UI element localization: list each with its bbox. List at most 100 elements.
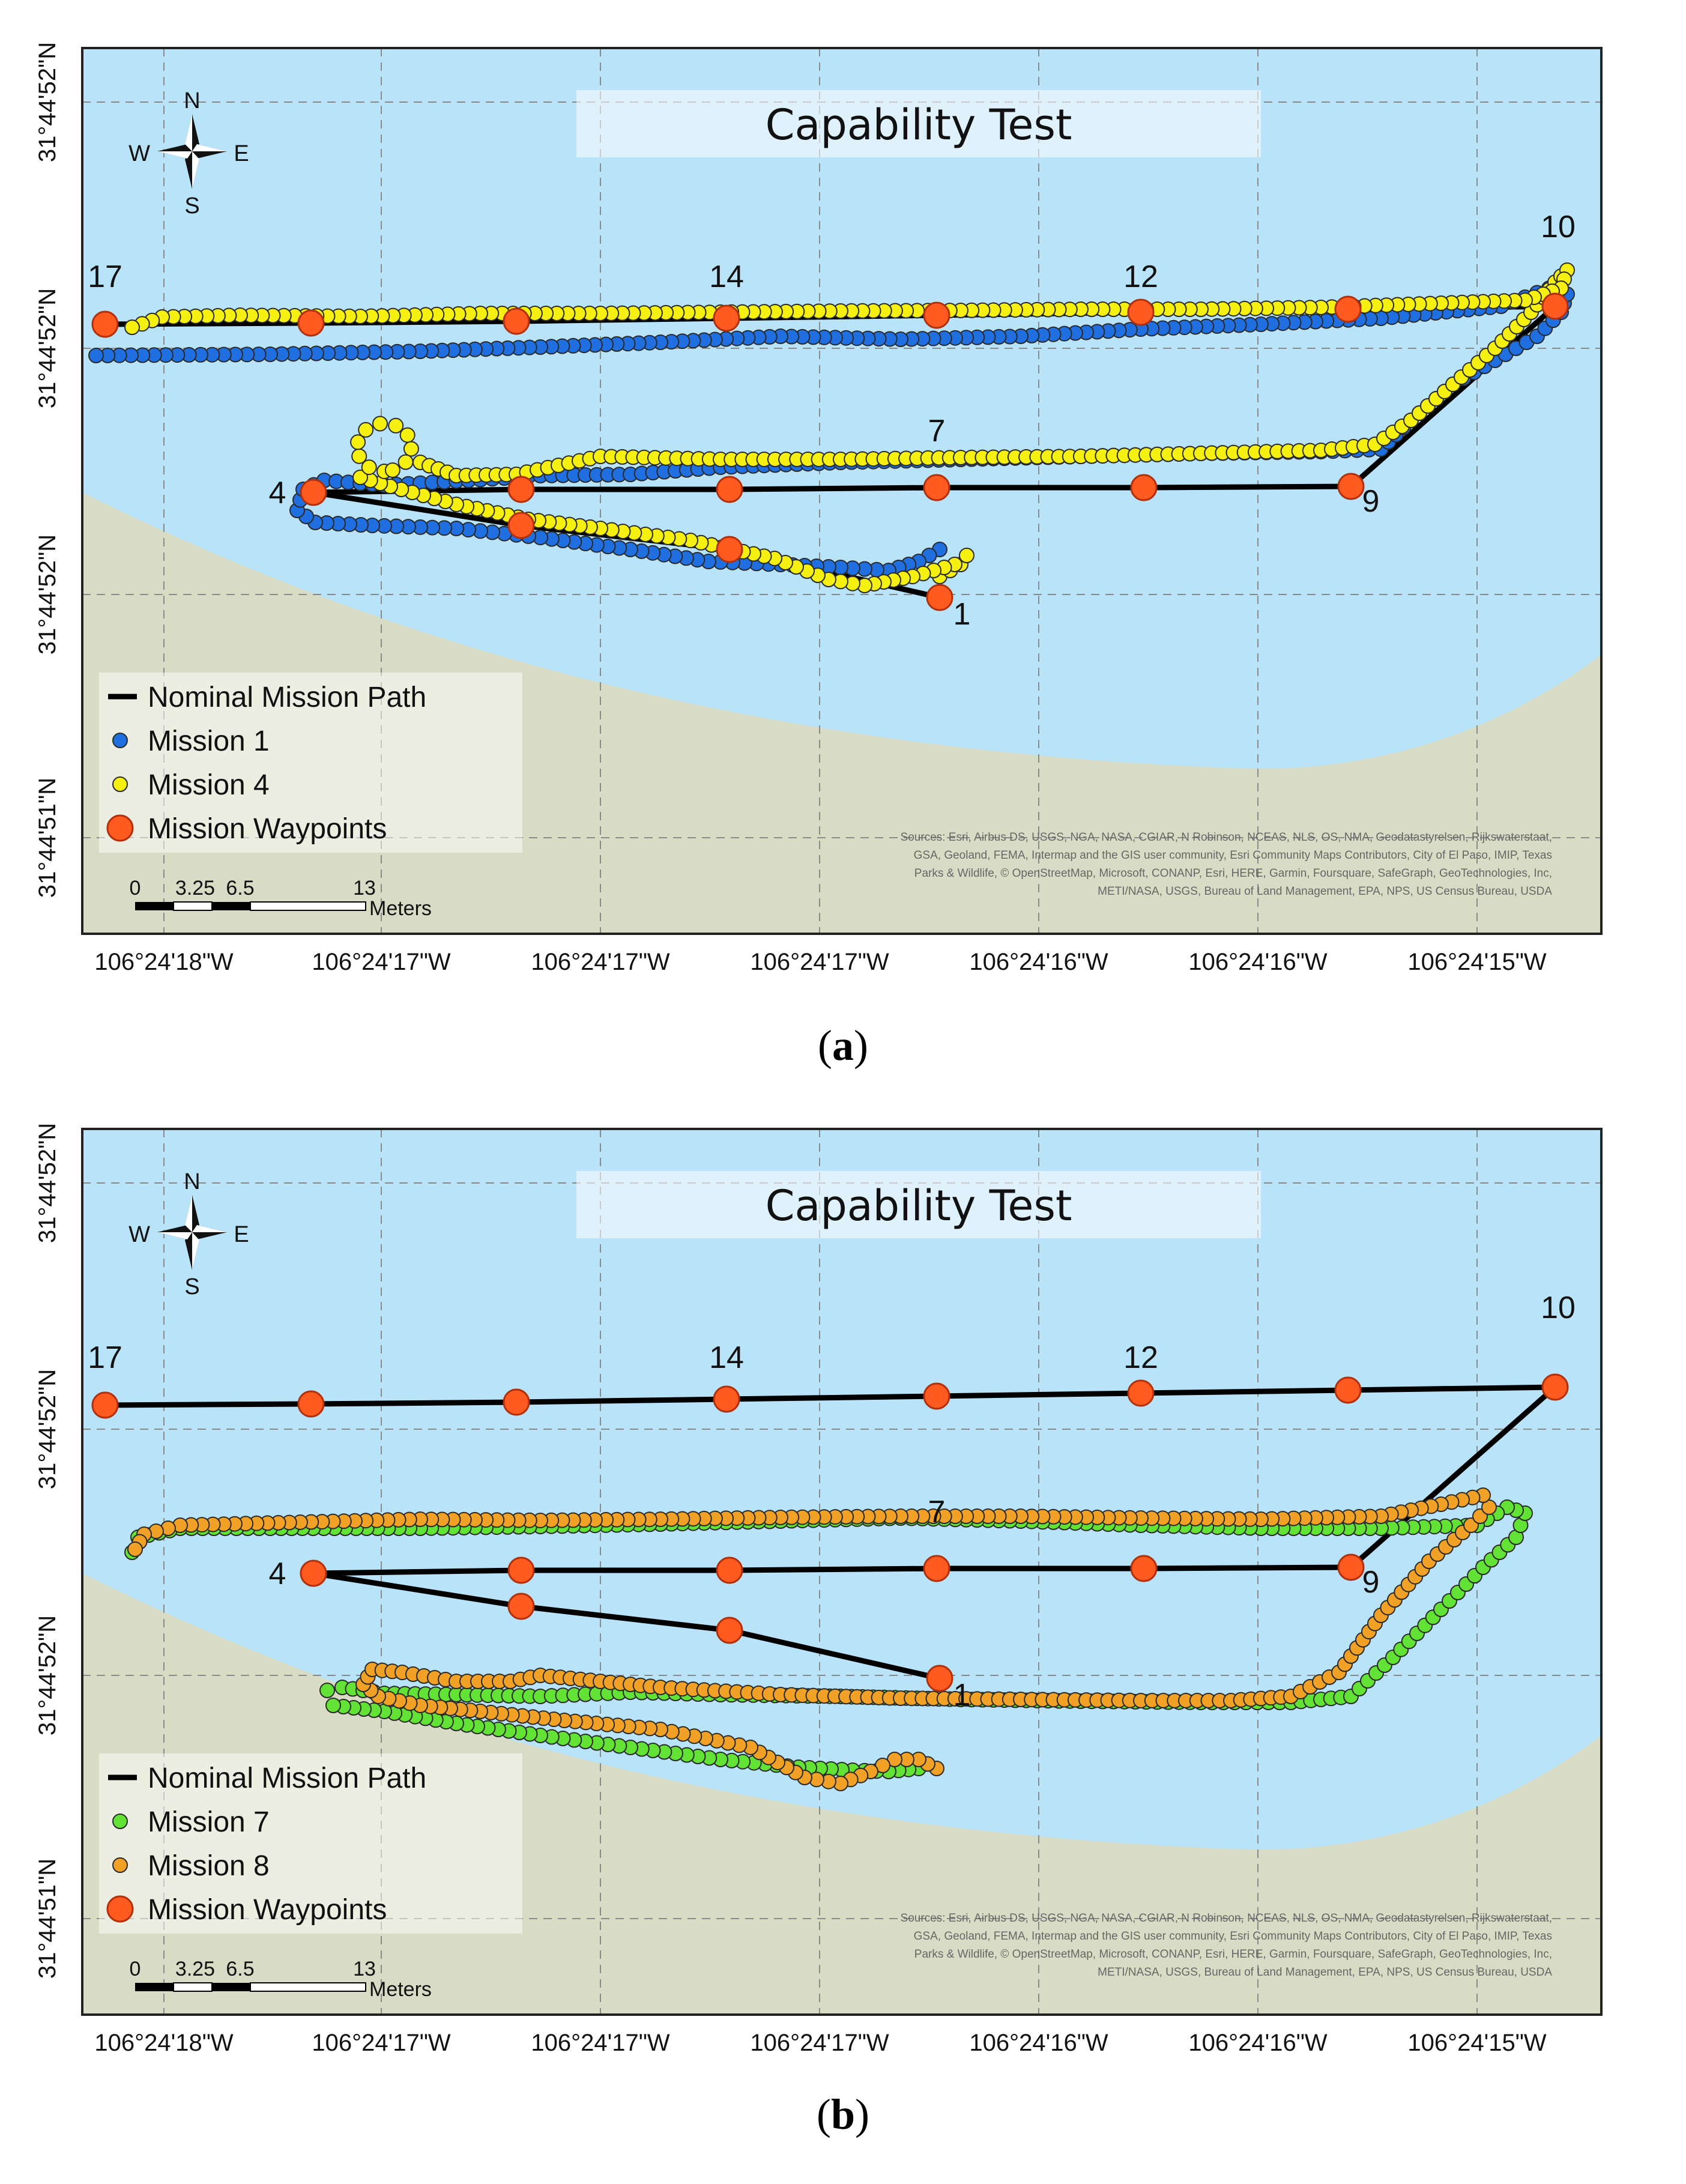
compass-w: W [128, 1222, 150, 1247]
lat-label: 31°44'51"N [34, 778, 61, 898]
track-point [372, 416, 388, 432]
waypoint-7 [923, 474, 950, 501]
attribution-line: GSA, Geoland, FEMA, Intermap and the GIS… [914, 1930, 1552, 1943]
waypoint-11 [1334, 295, 1362, 323]
lon-label: 106°24'17"W [312, 949, 451, 975]
compass-n: N [184, 88, 200, 113]
track-point [127, 1541, 143, 1557]
panel-b: Capability Test N S W E 17 14 12 10 9 7 4 1 Nominal M… [0, 1081, 1686, 2156]
waypoint-12 [1127, 1379, 1155, 1407]
scale-tick-label: 0 [130, 1958, 141, 1980]
lon-label: 106°24'17"W [531, 949, 670, 975]
track-point [399, 427, 415, 443]
waypoint-label-17: 17 [88, 259, 122, 294]
attribution-line: GSA, Geoland, FEMA, Intermap and the GIS… [914, 849, 1552, 862]
waypoint-17 [91, 310, 119, 338]
attribution-line: METI/NASA, USGS, Bureau of Land Manageme… [1098, 1966, 1552, 1979]
map-title: Capability Test [766, 1181, 1072, 1230]
title-box [576, 90, 1261, 157]
map-title: Capability Test [766, 100, 1072, 150]
lon-label: 106°24'16"W [1188, 2030, 1328, 2056]
lon-label: 106°24'16"W [969, 949, 1108, 975]
track-point [124, 319, 140, 335]
lat-label: 31°44'52"N [34, 534, 61, 655]
waypoint-3 [507, 512, 535, 539]
attribution-line: Sources: Esri, Airbus DS, USGS, NGA, NAS… [901, 1912, 1552, 1925]
waypoint-label-12: 12 [1123, 1340, 1158, 1375]
compass-e: E [234, 1222, 249, 1247]
lat-label: 31°44'52"N [34, 1123, 61, 1243]
legend: Nominal Mission Path Mission 7 Mission 8 Mi… [99, 1753, 522, 1934]
lat-label: 31°44'52"N [34, 288, 61, 408]
legend-label: Mission 8 [148, 1850, 270, 1882]
track-point [959, 548, 974, 563]
scale-tick-label: 3.25 [175, 877, 215, 900]
lat-label: 31°44'52"N [34, 1369, 61, 1489]
waypoint-8 [1130, 1555, 1158, 1582]
lon-label: 106°24'15"W [1407, 2030, 1547, 2056]
waypoint-label-4: 4 [269, 476, 286, 510]
caption-a: (a) [818, 1021, 868, 1069]
waypoint-label-10: 10 [1541, 1290, 1576, 1325]
compass-s: S [184, 1274, 199, 1299]
track-point [403, 441, 419, 457]
lon-label: 106°24'18"W [94, 2030, 234, 2056]
scale-tick-label: 6.5 [226, 1958, 254, 1980]
legend-label: Nominal Mission Path [148, 1762, 426, 1794]
waypoint-17 [91, 1391, 119, 1419]
scale-tick-label: 13 [353, 877, 376, 900]
track-point [88, 348, 104, 363]
compass-rose-icon: N S W E [128, 1169, 249, 1299]
waypoint-10 [1541, 1373, 1569, 1401]
waypoint-6 [716, 476, 743, 503]
waypoint-16 [297, 1390, 325, 1418]
track-point [358, 422, 374, 438]
track-point [397, 454, 414, 470]
compass-e: E [234, 141, 249, 166]
legend-label: Nominal Mission Path [148, 682, 426, 713]
title-box [576, 1171, 1261, 1238]
waypoint-label-12: 12 [1123, 259, 1158, 294]
waypoint-label-7: 7 [928, 414, 946, 449]
attribution: Sources: Esri, Airbus DS, USGS, NGA, NAS… [901, 1912, 1553, 1979]
track-point [351, 448, 367, 464]
waypoint-13 [923, 301, 950, 329]
compass-n: N [184, 1169, 200, 1194]
waypoint-label-14: 14 [709, 259, 744, 294]
legend: Nominal Mission Path Mission 1 Mission 4 Mi… [99, 673, 522, 853]
lon-label: 106°24'15"W [1407, 949, 1547, 975]
waypoint-8 [1130, 474, 1158, 501]
lon-label: 106°24'17"W [750, 2030, 889, 2056]
waypoint-2 [716, 536, 743, 563]
legend-label: Mission 1 [148, 725, 270, 757]
track-mission4 [124, 262, 1575, 593]
scale-unit: Meters [369, 1978, 432, 2001]
waypoint-4 [300, 1559, 327, 1587]
lon-label: 106°24'16"W [969, 2030, 1108, 2056]
compass-rose-icon: N S W E [128, 88, 249, 219]
scale-tick-label: 3.25 [175, 1958, 215, 1980]
track-point [319, 1683, 335, 1698]
legend-label: Mission 7 [148, 1806, 270, 1838]
lat-label: 31°44'51"N [34, 1859, 61, 1979]
waypoint-14 [713, 304, 740, 332]
waypoint-9 [1337, 1553, 1365, 1581]
waypoint-4 [300, 479, 327, 506]
waypoint-label-9: 9 [1362, 1565, 1380, 1600]
waypoint-1 [926, 1665, 953, 1692]
scale-tick-label: 6.5 [226, 877, 254, 900]
waypoint-11 [1334, 1376, 1362, 1404]
waypoint-6 [716, 1556, 743, 1584]
legend-label: Mission Waypoints [148, 813, 387, 845]
track-point [384, 462, 400, 478]
scale-unit: Meters [369, 897, 432, 920]
waypoint-5 [507, 1556, 535, 1584]
waypoint-16 [297, 309, 325, 337]
waypoint-label-1: 1 [953, 1678, 971, 1713]
waypoint-7 [923, 1555, 950, 1582]
waypoint-1 [926, 584, 953, 611]
waypoint-3 [507, 1593, 535, 1620]
track-point [325, 1698, 341, 1713]
attribution-line: Parks & Wildlife, © OpenStreetMap, Micro… [914, 867, 1552, 880]
